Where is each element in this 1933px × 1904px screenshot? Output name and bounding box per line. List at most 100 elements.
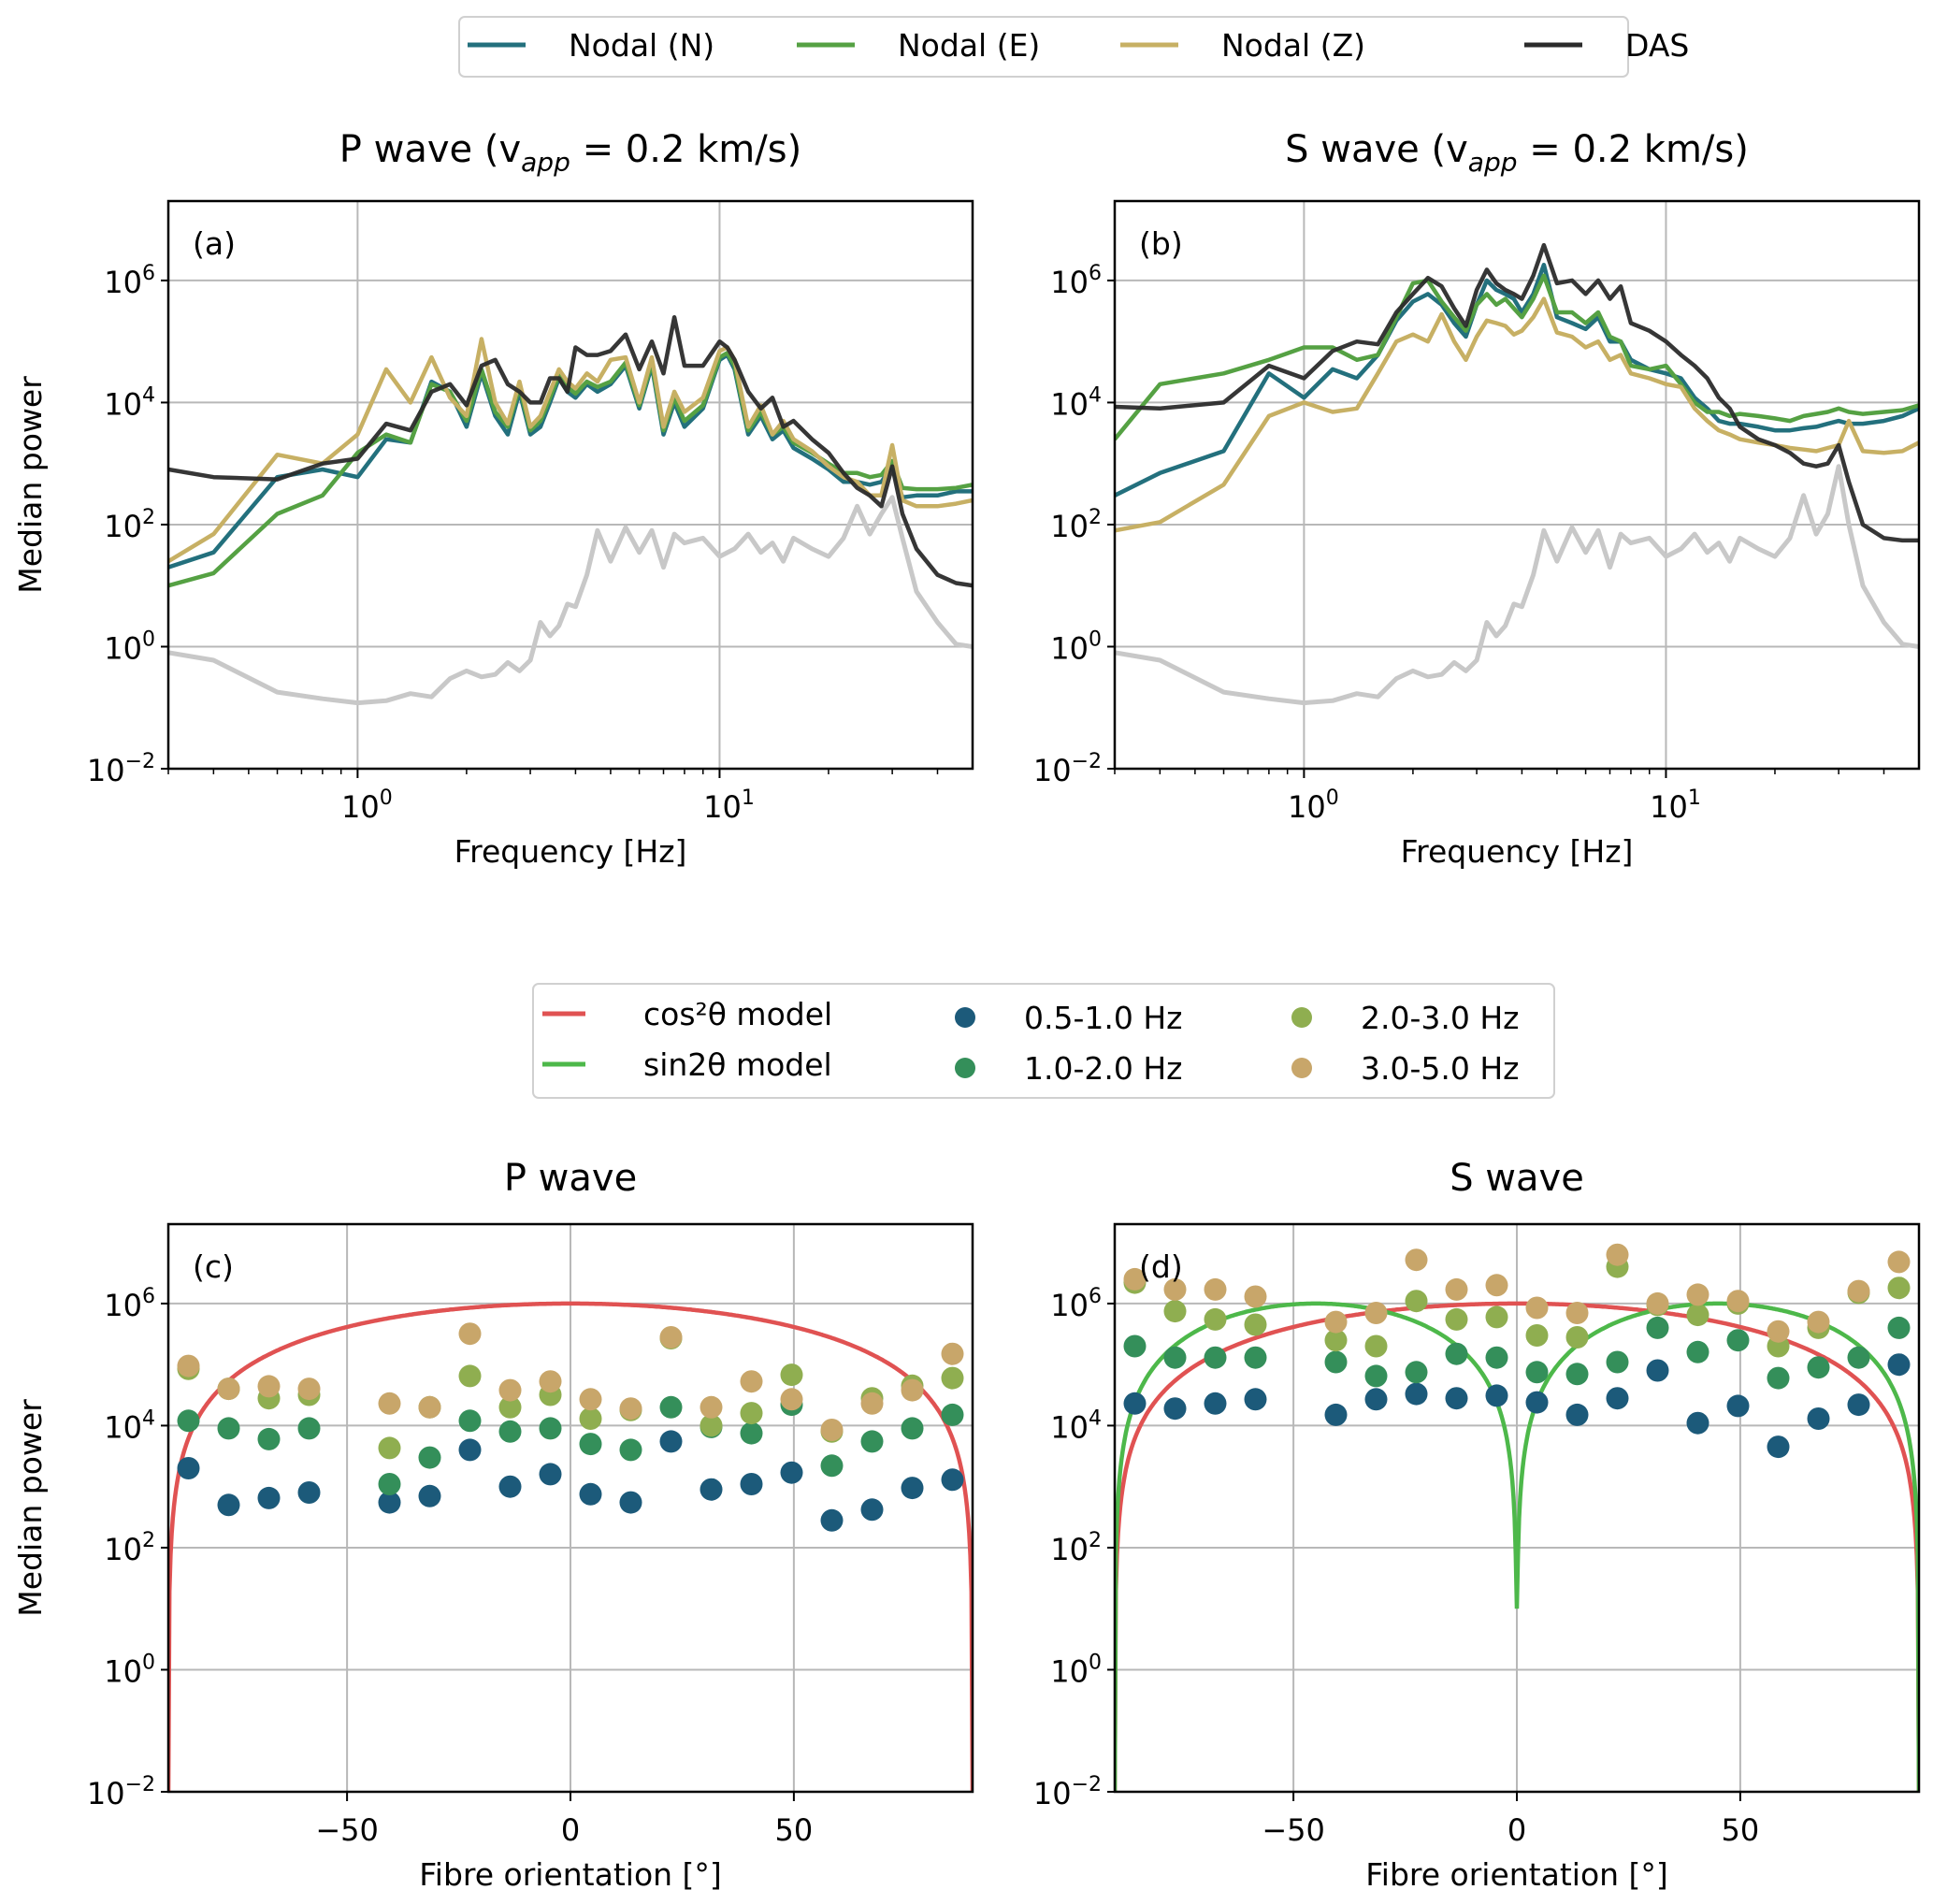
y-tick-label: 10−2	[1033, 1773, 1102, 1811]
data-point	[1485, 1384, 1508, 1407]
data-point	[579, 1407, 602, 1430]
axes-frame	[166, 199, 974, 771]
data-point	[1887, 1353, 1911, 1377]
plot-area	[1115, 1243, 1919, 1792]
data-point	[1646, 1291, 1669, 1315]
scatter-series	[177, 1322, 964, 1441]
legend-label: DAS	[1625, 27, 1689, 64]
legend-entry: 1.0-2.0 Hz	[955, 1050, 1183, 1087]
legend-label: 0.5-1.0 Hz	[1024, 1000, 1183, 1036]
data-point	[1606, 1243, 1629, 1266]
data-point	[1324, 1329, 1348, 1352]
x-tick-label: 101	[1650, 786, 1701, 825]
data-point	[539, 1417, 562, 1440]
plot-area	[1115, 242, 1919, 706]
legend-entry: Nodal (Z)	[1120, 27, 1365, 64]
data-point	[941, 1366, 964, 1390]
y-tick-label: 106	[104, 1285, 155, 1323]
data-point	[378, 1436, 401, 1460]
data-point	[619, 1491, 642, 1514]
legend-marker-swatch	[955, 1058, 975, 1078]
data-point	[1525, 1324, 1549, 1347]
data-point	[257, 1427, 281, 1450]
grid	[168, 1224, 973, 1793]
data-point	[1726, 1290, 1750, 1313]
data-point	[418, 1395, 441, 1419]
x-tick-label: −50	[1262, 1812, 1325, 1848]
data-point	[177, 1409, 200, 1433]
panel-c: 10−2 100 102 104 106 −50 0 50 Fibre orientation …	[12, 1157, 974, 1893]
data-point	[780, 1461, 803, 1484]
data-point	[378, 1473, 401, 1495]
data-point	[1646, 1359, 1669, 1382]
panel-title: P wave (vapp = 0.2 km/s)	[339, 128, 801, 178]
data-point	[1485, 1305, 1508, 1329]
y-tick-label: 106	[1050, 262, 1102, 300]
data-point	[1485, 1346, 1508, 1369]
data-point	[257, 1375, 281, 1398]
data-point	[1405, 1248, 1428, 1272]
data-point	[1847, 1346, 1870, 1369]
legend-label: 2.0-3.0 Hz	[1361, 1000, 1520, 1036]
x-tick-label: −50	[315, 1812, 379, 1848]
data-point	[458, 1438, 482, 1462]
legend-entry: 0.5-1.0 Hz	[955, 1000, 1183, 1036]
data-point	[458, 1364, 482, 1388]
data-point	[1565, 1403, 1589, 1426]
data-point	[659, 1395, 683, 1419]
data-point	[217, 1417, 240, 1440]
data-point	[418, 1446, 441, 1469]
x-axis-label: Frequency [Hz]	[454, 833, 687, 870]
data-point	[498, 1420, 522, 1443]
y-tick-label: 104	[104, 383, 155, 422]
legend-entry: Nodal (E)	[797, 27, 1040, 64]
y-tick-label: 100	[104, 1651, 155, 1689]
data-point	[1123, 1267, 1147, 1291]
plot-area	[168, 1301, 973, 1792]
data-point	[1204, 1307, 1227, 1331]
data-point	[1364, 1388, 1388, 1411]
data-point	[1807, 1407, 1830, 1430]
y-tick-label: 102	[104, 1529, 155, 1567]
series-line-nodal-z	[168, 337, 973, 564]
y-axis-label: Median power	[12, 1399, 49, 1617]
data-point	[619, 1397, 642, 1421]
data-point	[297, 1417, 321, 1440]
data-point	[941, 1342, 964, 1365]
legend-frame	[458, 16, 1629, 78]
data-point	[901, 1417, 924, 1440]
y-tick-label: 10−2	[87, 750, 155, 788]
data-point	[1686, 1340, 1709, 1363]
legend-entry: 2.0-3.0 Hz	[1291, 1000, 1520, 1036]
data-point	[1726, 1394, 1750, 1418]
data-point	[539, 1370, 562, 1393]
data-point	[1405, 1290, 1428, 1313]
data-point	[1847, 1393, 1870, 1417]
series-line-nodal-e	[1115, 273, 1919, 441]
y-tick-label: 100	[1050, 1651, 1102, 1689]
data-point	[1364, 1364, 1388, 1388]
legend-entry: cos²θ model	[542, 996, 832, 1032]
panel-label: (b)	[1139, 225, 1183, 262]
data-point	[659, 1326, 683, 1349]
data-point	[217, 1378, 240, 1401]
data-point	[1204, 1392, 1227, 1415]
legend-marker-swatch	[1291, 1058, 1312, 1078]
x-tick-label: 100	[341, 786, 393, 825]
legend-entry: Nodal (N)	[468, 27, 714, 64]
data-point	[1204, 1277, 1227, 1301]
data-point	[1767, 1320, 1790, 1343]
panel-a: 10−2 100 102 104 106 100 101 Frequency [Hz] Medi…	[12, 128, 974, 870]
data-point	[1887, 1250, 1911, 1274]
data-point	[1123, 1392, 1147, 1415]
data-point	[579, 1433, 602, 1456]
data-point	[780, 1388, 803, 1411]
data-point	[740, 1421, 763, 1445]
data-point	[700, 1414, 723, 1437]
data-point	[579, 1388, 602, 1411]
data-point	[1686, 1304, 1709, 1327]
x-axis-label: Frequency [Hz]	[1401, 833, 1634, 870]
x-tick-label: 101	[703, 786, 755, 825]
scatter-series	[1123, 1353, 1911, 1459]
